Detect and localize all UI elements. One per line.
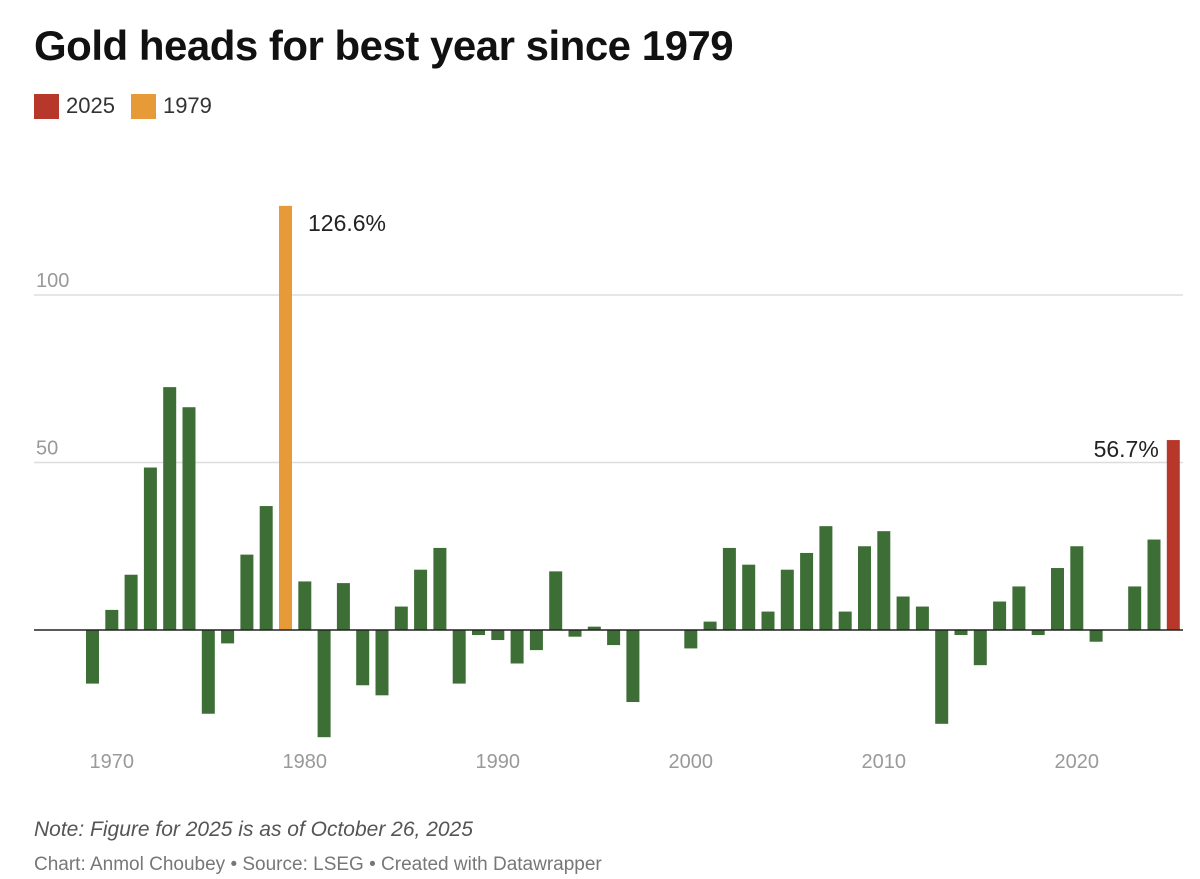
bar-1993 <box>549 571 563 630</box>
bar-2021 <box>1089 630 1103 642</box>
bar-1985 <box>394 606 408 630</box>
y-tick-label-50: 50 <box>36 438 58 460</box>
bar-2001 <box>703 621 717 630</box>
bar-1971 <box>124 574 138 630</box>
bar-2024 <box>1147 539 1161 630</box>
bar-2014 <box>954 630 968 636</box>
bar-1978 <box>259 506 273 630</box>
bar-1986 <box>414 569 428 630</box>
bar-1995 <box>587 626 601 630</box>
bar-1981 <box>317 630 331 738</box>
bar-1970 <box>105 609 119 630</box>
y-tick-label-100: 100 <box>36 270 69 292</box>
bar-1983 <box>356 630 370 686</box>
legend-swatch-2025 <box>34 93 59 119</box>
chart-note: Note: Figure for 2025 is as of October 2… <box>34 818 473 841</box>
bar-2015 <box>973 630 987 666</box>
data-label-1979: 126.6% <box>308 210 386 236</box>
x-tick-label-1990: 1990 <box>476 751 521 773</box>
bar-2017 <box>1012 586 1026 630</box>
bar-1977 <box>240 554 254 630</box>
legend-item-2025: 2025 <box>34 93 115 119</box>
bar-2009 <box>858 546 871 630</box>
data-label-2025: 56.7% <box>1094 436 1159 462</box>
bar-2012 <box>915 606 929 630</box>
bar-1987 <box>433 547 447 630</box>
legend: 2025 1979 <box>34 93 228 119</box>
bar-1969 <box>86 630 99 684</box>
bar-2018 <box>1031 630 1045 636</box>
bar-1973 <box>163 387 177 630</box>
bar-1974 <box>182 407 196 630</box>
x-tick-label-2020: 2020 <box>1055 751 1100 773</box>
bar-1996 <box>607 630 621 646</box>
bar-2020 <box>1070 546 1084 630</box>
x-tick-label-2000: 2000 <box>669 751 714 773</box>
bar-2007 <box>819 526 833 630</box>
bar-1976 <box>221 630 235 644</box>
legend-swatch-1979 <box>130 93 156 119</box>
bar-2023 <box>1128 586 1142 630</box>
x-tick-label-2010: 2010 <box>862 751 907 773</box>
bar-2005 <box>780 569 794 630</box>
bar-1972 <box>143 467 157 630</box>
x-tick-label-1980: 1980 <box>283 751 328 773</box>
legend-label-1979: 1979 <box>162 93 212 118</box>
bar-1988 <box>452 630 466 684</box>
bar-chart: 50 100 1970 1980 1990 2000 2010 2020 126.6% 56.7% <box>34 205 1183 773</box>
bar-2008 <box>838 611 852 630</box>
bar-2002 <box>722 547 736 630</box>
chart-title: Gold heads for best year since 1979 <box>34 22 734 69</box>
bar-2019 <box>1051 568 1064 630</box>
bar-1991 <box>510 630 524 664</box>
bar-1980 <box>298 581 312 630</box>
bar-2016 <box>993 601 1007 630</box>
bar-1990 <box>491 630 505 641</box>
bar-1992 <box>529 630 543 651</box>
legend-label-2025: 2025 <box>66 93 115 118</box>
bar-1994 <box>568 630 582 637</box>
bar-2000 <box>684 630 698 649</box>
bar-2010 <box>877 531 891 630</box>
bar-1982 <box>336 583 350 630</box>
bar-2006 <box>800 552 814 630</box>
bar-1975 <box>201 630 215 714</box>
bar-2013 <box>935 630 949 724</box>
bar-1989 <box>472 630 485 636</box>
legend-item-1979: 1979 <box>130 93 212 119</box>
x-tick-label-1970: 1970 <box>90 751 135 773</box>
bar-2004 <box>761 611 775 630</box>
bar-1997 <box>626 630 640 703</box>
bar-1979 <box>279 205 292 630</box>
bar-2025 <box>1166 440 1180 630</box>
chart-credits: Chart: Anmol Choubey • Source: LSEG • Cr… <box>34 854 602 875</box>
bar-2011 <box>896 596 910 630</box>
bar-1984 <box>375 630 389 696</box>
bar-2003 <box>742 564 756 630</box>
